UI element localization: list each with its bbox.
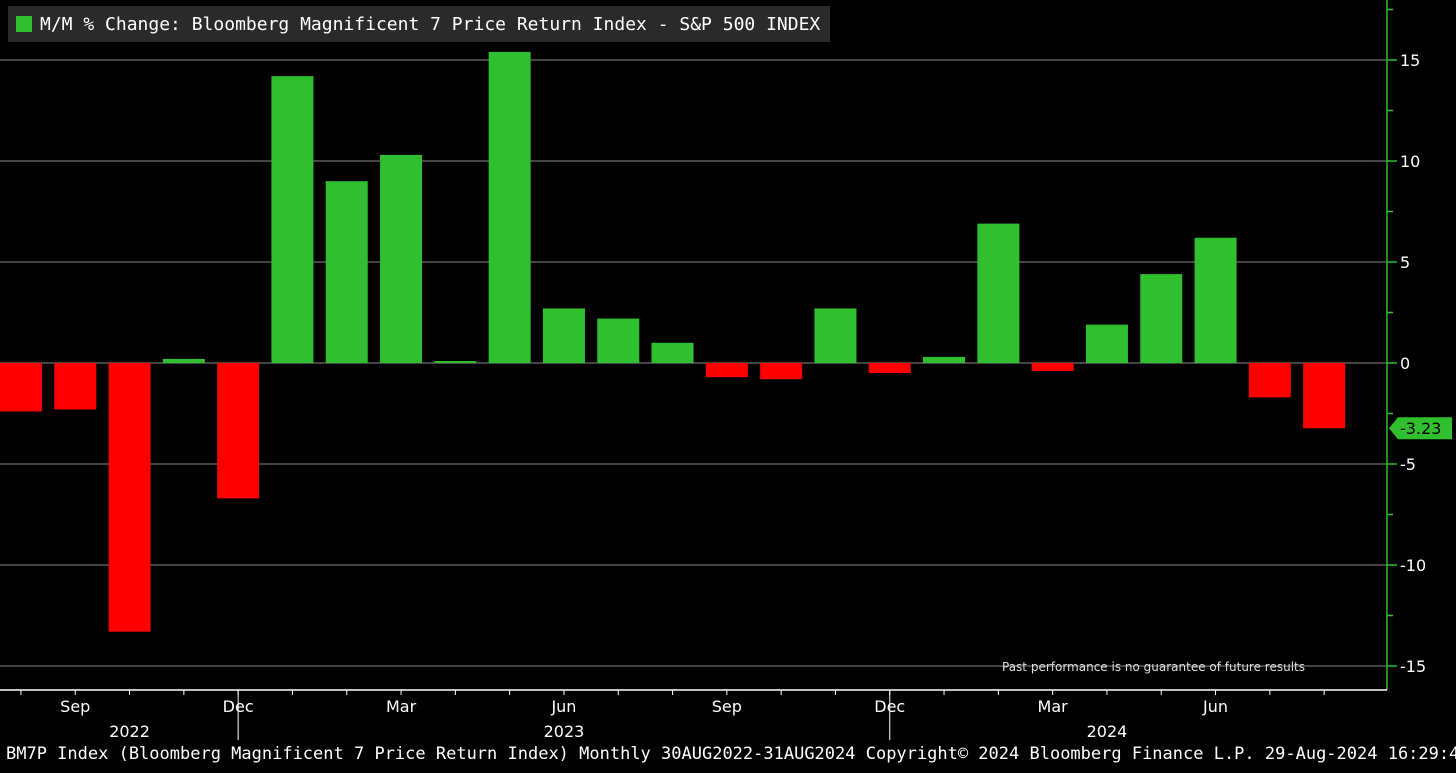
bar [1085,324,1128,363]
bar [54,363,97,410]
y-tick-label: -5 [1400,455,1416,474]
x-tick-label: Jun [1202,697,1228,716]
bar [162,358,205,363]
bar [1140,274,1183,363]
bar [1248,363,1291,398]
bar [217,363,260,499]
bar [868,363,911,374]
legend-label: M/M % Change: Bloomberg Magnificent 7 Pr… [40,13,821,35]
x-year-label: 2022 [109,722,150,741]
y-tick-label: 15 [1400,51,1420,70]
y-tick-label: -15 [1400,657,1426,676]
y-tick-label: 5 [1400,253,1410,272]
x-year-label: 2024 [1087,722,1128,741]
footer-text: BM7P Index (Bloomberg Magnificent 7 Pric… [6,744,1456,764]
bar [434,360,477,363]
last-value-label: -3.23 [1400,419,1441,438]
bar [597,318,640,363]
disclaimer-text: Past performance is no guarantee of futu… [1002,660,1305,674]
x-tick-label: Jun [550,697,576,716]
bar [271,76,314,363]
bar [1194,237,1237,363]
y-tick-label: -10 [1400,556,1426,575]
bar [325,181,368,363]
bar [108,363,151,632]
x-tick-label: Dec [874,697,905,716]
y-tick-label: 0 [1400,354,1410,373]
bar [488,51,531,364]
legend-swatch [16,16,32,32]
x-tick-label: Sep [60,697,90,716]
bar [923,356,966,363]
legend: M/M % Change: Bloomberg Magnificent 7 Pr… [8,6,831,42]
bar [1031,363,1074,372]
y-tick-label: 10 [1400,152,1420,171]
last-value-box [1389,417,1452,440]
bar [814,308,857,363]
x-tick-label: Mar [1038,697,1069,716]
x-tick-label: Mar [386,697,417,716]
x-tick-label: Sep [712,697,742,716]
bar [542,308,585,363]
bar [0,363,42,412]
bar [705,363,748,378]
x-year-label: 2023 [544,722,585,741]
x-tick-label: Dec [223,697,254,716]
bar [651,342,694,363]
bar [380,154,423,363]
bar [977,223,1020,363]
bar [1303,363,1346,429]
bar [760,363,803,380]
